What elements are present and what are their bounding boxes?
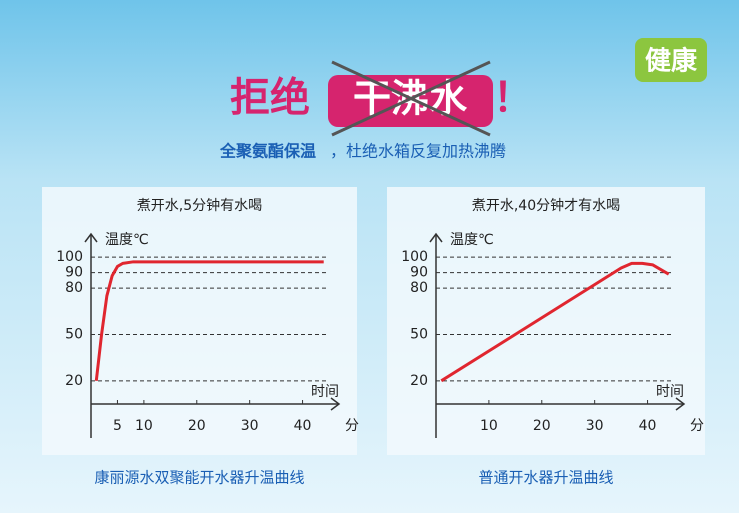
y-tick-label: 100 (56, 249, 83, 265)
y-tick-label: 100 (401, 249, 428, 265)
exclaim: ！ (493, 75, 533, 121)
line (440, 261, 670, 383)
x-tick-label: 40 (639, 418, 657, 434)
x-tick-label: 30 (241, 418, 259, 434)
x-unit: 分 (690, 418, 704, 434)
caption: 康丽源水双聚能开水器升温曲线 (94, 469, 304, 487)
x-tick-label: 10 (135, 418, 153, 434)
subtitle-bold: 全聚氨酯保温 (219, 142, 316, 161)
cross (331, 60, 491, 137)
y-tick-label: 50 (65, 326, 83, 342)
x-tick-label: 5 (113, 418, 122, 434)
y-tick-label: 80 (410, 280, 428, 296)
y-tick-label: 90 (410, 265, 428, 281)
chart-title: 煮开水,5分钟有水喝 (137, 197, 262, 214)
line (94, 260, 324, 381)
badge-text: 健康 (645, 46, 698, 77)
x-tick-label: 10 (480, 418, 498, 434)
y-tick-label: 20 (65, 373, 83, 389)
x-axis-label: 时间 (311, 384, 339, 400)
y-tick-label: 50 (410, 326, 428, 342)
crossed-box (328, 75, 493, 127)
y-arrow (429, 232, 443, 243)
caption: 普通开水器升温曲线 (478, 469, 613, 487)
y-arrow (84, 232, 98, 243)
x-tick-label: 20 (188, 418, 206, 434)
badge (635, 38, 707, 82)
panel (42, 187, 357, 455)
x-tick-label: 40 (294, 418, 312, 434)
y-tick-label: 80 (65, 280, 83, 296)
headline: 拒绝 (230, 75, 310, 121)
y-axis-label: 温度℃ (450, 232, 494, 248)
panel (387, 187, 705, 455)
chart-title: 煮开水,40分钟才有水喝 (472, 197, 620, 214)
x-arrow (675, 397, 686, 411)
y-tick-label: 20 (410, 373, 428, 389)
x-arrow (330, 397, 341, 411)
subtitle: ，杜绝水箱反复加热沸腾 (330, 142, 506, 161)
x-axis-label: 时间 (656, 384, 684, 400)
y-axis-label: 温度℃ (105, 232, 149, 248)
y-tick-label: 90 (65, 265, 83, 281)
x-tick-label: 30 (586, 418, 604, 434)
x-tick-label: 20 (533, 418, 551, 434)
x-unit: 分 (345, 418, 359, 434)
